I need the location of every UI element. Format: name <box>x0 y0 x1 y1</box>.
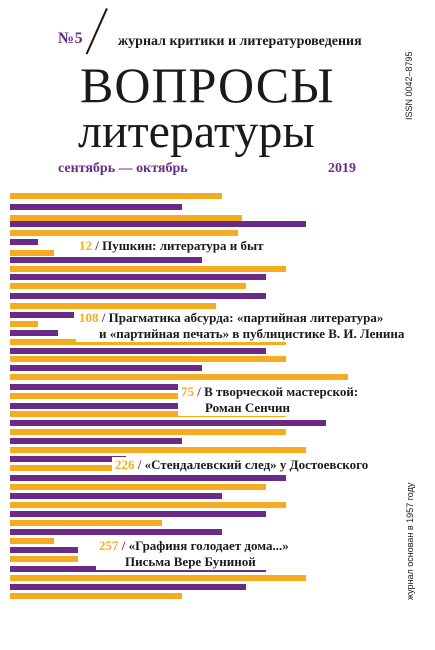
journal-title-line1: ВОПРОСЫ <box>80 57 335 113</box>
stripe <box>10 348 266 354</box>
stripe <box>10 312 74 318</box>
stripe <box>10 356 286 362</box>
stripe <box>10 493 222 499</box>
stripe <box>10 330 58 336</box>
stripe <box>10 438 182 444</box>
stripe <box>10 303 216 309</box>
stripe <box>10 365 202 371</box>
toc-item-4: 226 / «Стендалевский след» у Достоевског… <box>112 457 372 473</box>
stripe <box>10 239 38 245</box>
stripe <box>10 520 162 526</box>
journal-subtitle: журнал критики и литературоведения <box>118 34 362 49</box>
stripe <box>10 393 178 399</box>
stripe <box>10 384 186 390</box>
stripe <box>10 204 182 210</box>
stripe <box>10 575 306 581</box>
stripe <box>10 538 54 544</box>
stripe <box>10 547 78 553</box>
stripe <box>10 584 246 590</box>
stripe <box>10 511 266 517</box>
stripe <box>10 556 78 562</box>
stripe <box>10 456 126 462</box>
stripe <box>10 193 222 199</box>
founded-note: журнал основан в 1957 году <box>405 482 415 600</box>
journal-title-line2: литературы <box>78 105 315 158</box>
stripe <box>10 374 348 380</box>
stripe <box>10 266 286 272</box>
toc-item-5: 257 / «Графиня голодает дома...» Письма … <box>96 538 292 570</box>
stripe <box>10 502 286 508</box>
stripe <box>10 593 182 599</box>
stripe <box>10 274 266 280</box>
toc-item-2: 108 / Прагматика абсурда: «партийная лит… <box>76 310 408 342</box>
stripe <box>10 321 38 327</box>
toc-item-1: 12 / Пушкин: литература и быт <box>76 238 267 254</box>
stripe <box>10 403 222 409</box>
stripe <box>10 339 286 345</box>
stripe <box>10 484 266 490</box>
stripe <box>10 420 326 426</box>
stripe <box>10 221 306 227</box>
issue-number: №5 <box>58 30 84 47</box>
stripe <box>10 293 266 299</box>
stripe <box>10 447 306 453</box>
stripe <box>10 411 286 417</box>
stripe <box>10 429 286 435</box>
stripe <box>10 215 242 221</box>
stripe <box>10 283 246 289</box>
stripe <box>10 257 202 263</box>
issn-label: ISSN 0042–8795 <box>404 51 414 120</box>
issue-year: 2019 <box>328 161 356 176</box>
issue-months: сентябрь — октябрь <box>58 161 188 176</box>
stripe <box>10 529 222 535</box>
stripe <box>10 230 238 236</box>
stripe <box>10 250 54 256</box>
stripe <box>10 465 128 471</box>
stripe <box>10 475 286 481</box>
toc-item-3: 75 / В творческой мастерской: Роман Сенч… <box>178 384 362 416</box>
